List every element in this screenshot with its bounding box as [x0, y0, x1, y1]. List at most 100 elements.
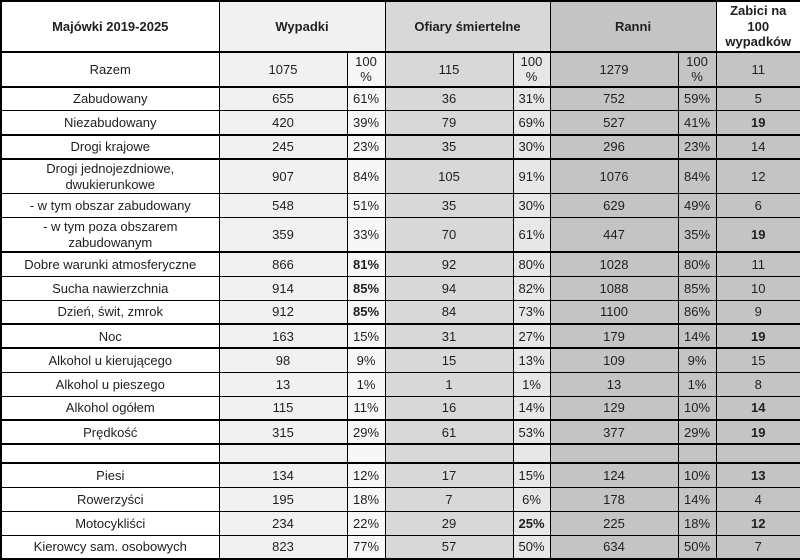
ranni-value-cell: 377	[549, 419, 679, 446]
ranni-value-cell: 634	[549, 534, 679, 560]
row-label-cell: Alkohol u pieszego	[0, 371, 220, 397]
ofiary-value-cell: 79	[384, 110, 514, 136]
ofiary-percent-cell: 1%	[512, 371, 551, 397]
ranni-value-cell: 225	[549, 510, 679, 536]
ranni-percent-cell: 14%	[677, 486, 717, 512]
ofiary-value-cell: 7	[384, 486, 514, 512]
ranni-value-cell: 752	[549, 86, 679, 112]
zabici-na-100-cell: 12	[715, 158, 800, 195]
ranni-value-cell	[549, 443, 679, 465]
row-label-cell: Alkohol u kierującego	[0, 347, 220, 373]
ofiary-value-cell: 31	[384, 323, 514, 350]
wypadki-value-cell: 907	[218, 158, 348, 195]
table-row: Rowerzyści 195 18% 7 6% 178 14% 4	[0, 486, 800, 512]
table-row: Noc 163 15% 31 27% 179 14% 19	[0, 323, 800, 350]
row-label-cell: Piesi	[0, 462, 220, 488]
ranni-percent-cell: 41%	[677, 110, 717, 136]
table-row: Piesi 134 12% 17 15% 124 10% 13	[0, 462, 800, 488]
wypadki-value-cell: 195	[218, 486, 348, 512]
ofiary-percent-cell: 61%	[512, 217, 551, 254]
zabici-na-100-cell: 9	[715, 299, 800, 326]
zabici-na-100-cell: 19	[715, 323, 800, 350]
table-row: - w tym obszar zabudowany 548 51% 35 30% 629 4…	[0, 193, 800, 219]
ofiary-value-cell: 17	[384, 462, 514, 488]
wypadki-percent-cell: 29%	[346, 419, 386, 446]
wypadki-percent-cell: 18%	[346, 486, 386, 512]
ranni-value-cell: 13	[549, 371, 679, 397]
zabici-na-100-cell: 12	[715, 510, 800, 536]
row-label-cell: Dobre warunki atmosferyczne	[0, 251, 220, 277]
zabici-na-100-cell: 6	[715, 193, 800, 219]
zabici-na-100-cell: 10	[715, 275, 800, 301]
zabici-na-100-cell: 7	[715, 534, 800, 560]
ranni-percent-cell: 59%	[677, 86, 717, 112]
ofiary-percent-cell: 91%	[512, 158, 551, 195]
ofiary-value-cell: 35	[384, 193, 514, 219]
ofiary-percent-cell: 30%	[512, 193, 551, 219]
wypadki-percent-cell: 12%	[346, 462, 386, 488]
wypadki-percent-cell: 81%	[346, 251, 386, 277]
wypadki-value-cell: 315	[218, 419, 348, 446]
ranni-percent-cell: 14%	[677, 323, 717, 350]
row-label-cell: Sucha nawierzchnia	[0, 275, 220, 301]
ofiary-percent-cell: 80%	[512, 251, 551, 277]
header-majowki: Majówki 2019-2025	[0, 0, 220, 53]
zabici-na-100-cell: 15	[715, 347, 800, 373]
ofiary-percent-cell: 50%	[512, 534, 551, 560]
ofiary-percent-cell	[512, 443, 551, 465]
wypadki-value-cell: 914	[218, 275, 348, 301]
ranni-percent-cell: 23%	[677, 134, 717, 160]
row-label-cell: - w tym poza obszarem zabudowanym	[0, 217, 220, 254]
wypadki-percent-cell: 51%	[346, 193, 386, 219]
ranni-percent-cell: 1%	[677, 371, 717, 397]
table-row-empty	[0, 443, 800, 465]
wypadki-value-cell: 234	[218, 510, 348, 536]
wypadki-percent-cell: 84%	[346, 158, 386, 195]
ranni-value-cell: 1028	[549, 251, 679, 277]
ranni-value-cell: 629	[549, 193, 679, 219]
ranni-percent-cell: 49%	[677, 193, 717, 219]
ranni-value-cell: 447	[549, 217, 679, 254]
zabici-na-100-cell: 14	[715, 134, 800, 160]
wypadki-value-cell: 359	[218, 217, 348, 254]
ofiary-value-cell: 84	[384, 299, 514, 326]
row-label-cell: Niezabudowany	[0, 110, 220, 136]
row-label-cell: Noc	[0, 323, 220, 350]
wypadki-value-cell: 98	[218, 347, 348, 373]
ofiary-value-cell: 105	[384, 158, 514, 195]
ofiary-percent-cell: 100 %	[512, 51, 551, 88]
wypadki-value-cell: 115	[218, 395, 348, 422]
wypadki-value-cell: 134	[218, 462, 348, 488]
ranni-percent-cell: 86%	[677, 299, 717, 326]
ofiary-value-cell: 29	[384, 510, 514, 536]
ranni-value-cell: 109	[549, 347, 679, 373]
ofiary-percent-cell: 27%	[512, 323, 551, 350]
wypadki-percent-cell: 11%	[346, 395, 386, 422]
zabici-na-100-cell: 14	[715, 395, 800, 422]
ranni-percent-cell: 35%	[677, 217, 717, 254]
wypadki-value-cell: 245	[218, 134, 348, 160]
table-row: Drogi krajowe 245 23% 35 30% 296 23% 14	[0, 134, 800, 160]
ofiary-percent-cell: 6%	[512, 486, 551, 512]
zabici-na-100-cell: 11	[715, 51, 800, 88]
ranni-value-cell: 129	[549, 395, 679, 422]
header-ranni: Ranni	[549, 0, 717, 53]
wypadki-value-cell	[218, 443, 348, 465]
table-row: Razem 1075 100% 115 100 % 1279 100% 11	[0, 51, 800, 88]
wypadki-percent-cell: 33%	[346, 217, 386, 254]
zabici-na-100-cell: 19	[715, 110, 800, 136]
row-label-cell: - w tym obszar zabudowany	[0, 193, 220, 219]
ranni-percent-cell: 85%	[677, 275, 717, 301]
header-wypadki: Wypadki	[218, 0, 386, 53]
table-row: Alkohol ogółem 115 11% 16 14% 129 10% 14	[0, 395, 800, 422]
ranni-value-cell: 179	[549, 323, 679, 350]
wypadki-value-cell: 420	[218, 110, 348, 136]
row-label-cell: Rowerzyści	[0, 486, 220, 512]
table-row: Drogi jednojezdniowe, dwukierunkowe 907 84…	[0, 158, 800, 195]
ofiary-value-cell: 36	[384, 86, 514, 112]
table-row: Kierowcy sam. osobowych 823 77% 57 50% 634 50%…	[0, 534, 800, 560]
wypadki-percent-cell: 85%	[346, 299, 386, 326]
ranni-percent-cell	[677, 443, 717, 465]
ofiary-value-cell: 1	[384, 371, 514, 397]
row-label-cell: Kierowcy sam. osobowych	[0, 534, 220, 560]
